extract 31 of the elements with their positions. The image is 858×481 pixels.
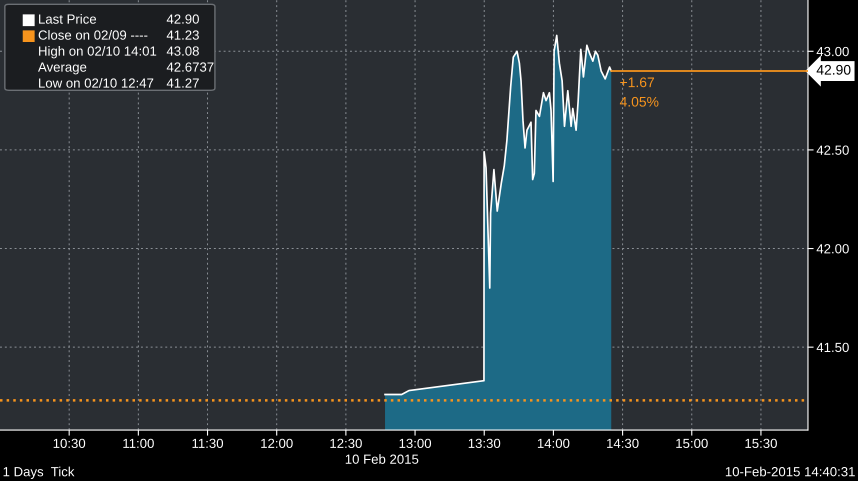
x-tick-label: 15:30 <box>745 438 777 448</box>
annotation: Low on 02/10 12:47 <box>39 78 154 88</box>
legend-label: Close on 02/09 ---- <box>38 30 148 40</box>
x-tick-label: 13:00 <box>400 438 432 448</box>
annotation: +1.67 <box>620 77 654 88</box>
text: 10-Feb-2015 14:40:31 <box>726 466 855 476</box>
annotation: Average <box>38 62 86 74</box>
text: 10 Feb 2015 <box>346 454 418 464</box>
y-tick-label: 42.50 <box>816 145 849 155</box>
ref-line-label: 42.90 <box>816 64 851 75</box>
x-tick-label: 14:30 <box>607 438 639 448</box>
x-tick-label: 11:30 <box>192 438 224 448</box>
annotation: 43.08 <box>166 46 199 56</box>
annotation: 4.05% <box>620 96 658 107</box>
y-tick-label: 43.00 <box>816 46 849 56</box>
annotation: 41.23 <box>166 30 199 40</box>
annotation: High on 02/10 14:01 <box>39 46 156 58</box>
x-tick-label: 12:30 <box>330 438 362 448</box>
x-tick-label: 11:00 <box>123 438 154 448</box>
x-tick-label: 15:00 <box>676 438 708 448</box>
x-tick-label: 13:30 <box>468 438 500 448</box>
x-tick-label: 10:30 <box>54 438 86 448</box>
y-tick-label: 42.00 <box>816 244 849 254</box>
y-tick-label: 41.50 <box>816 342 849 352</box>
annotation: 42.6737 <box>166 62 214 72</box>
x-tick-label: 14:00 <box>538 438 570 448</box>
x-tick-label: 12:00 <box>261 438 293 448</box>
text: 1 Days Tick <box>4 466 74 479</box>
legend-label: Last Price <box>39 14 96 24</box>
annotation: 41.27 <box>166 78 199 88</box>
annotation: 42.90 <box>166 14 199 24</box>
